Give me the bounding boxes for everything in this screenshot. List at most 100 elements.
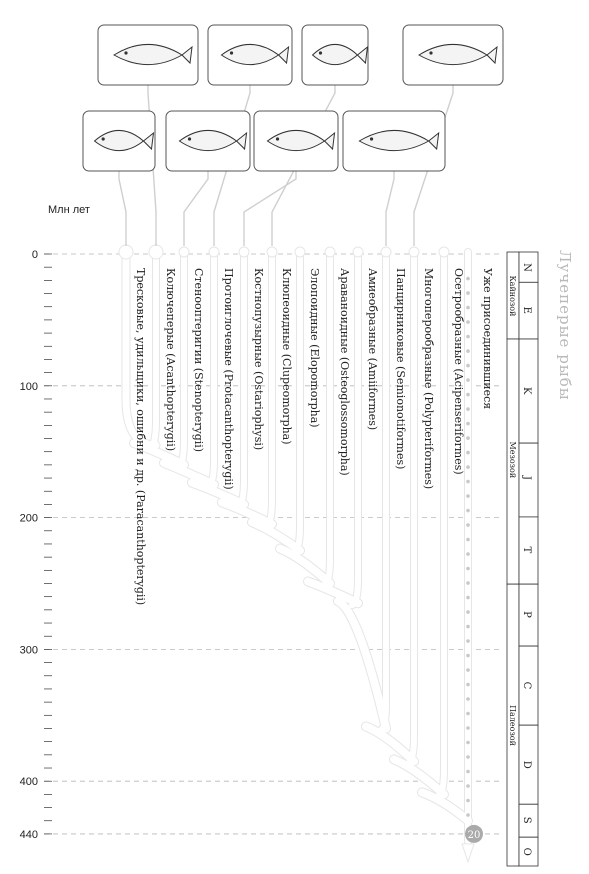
joined-dot — [466, 784, 470, 788]
tree-branch — [235, 476, 247, 510]
joined-dot — [466, 740, 470, 745]
tree-branch — [418, 788, 472, 825]
taxon-label: Колючеперые (Acanthopterygii) — [164, 268, 177, 451]
joined-label: Уже присоединившиеся — [481, 268, 494, 409]
taxon-label: Панцирниковые (Semionotiformes) — [394, 268, 407, 469]
tree-branch — [349, 575, 361, 609]
joined-dot — [466, 363, 470, 368]
lane-head — [294, 246, 306, 258]
period-label: T — [521, 547, 532, 554]
joined-dot — [466, 392, 470, 397]
icon-connector — [118, 171, 127, 246]
period-label: N — [521, 263, 532, 272]
flounder-icon — [82, 110, 156, 172]
period-label: P — [521, 611, 532, 618]
tree-branch — [321, 555, 333, 589]
tick-label: 100 — [20, 381, 38, 393]
tree-branch — [147, 417, 159, 451]
taxon-label: Араваноидные (Osteoglossomorpha) — [338, 268, 351, 476]
tree-branch — [362, 722, 418, 766]
joined-dot — [466, 479, 470, 484]
icon-connector — [243, 171, 297, 246]
taxon-label: Амиеобразные (Amiiformes) — [366, 268, 379, 430]
icon-connector — [385, 171, 395, 246]
tree-branch — [435, 766, 447, 800]
icon-connector — [183, 171, 209, 246]
pike-icon — [165, 110, 251, 172]
piranha-icon — [207, 24, 293, 86]
lane-head — [438, 246, 450, 258]
lane-head — [266, 246, 278, 258]
joined-dot — [466, 465, 470, 469]
joined-count: 20 — [468, 830, 481, 841]
joined-dot — [466, 552, 470, 556]
tree-branch — [175, 436, 187, 470]
tick-label: 200 — [20, 513, 38, 525]
taxon-label: Стенооптеригии (Stenopterygii) — [192, 268, 205, 452]
trout-icon — [97, 24, 199, 86]
joined-dot — [466, 349, 470, 353]
joined-dot — [466, 769, 470, 774]
joined-dot — [466, 653, 470, 658]
joined-dot — [466, 291, 470, 295]
joined-track: Уже присоединившиеся 20 — [465, 268, 494, 843]
period-label: S — [521, 817, 532, 824]
lane-head — [380, 246, 392, 258]
joined-dot — [466, 508, 470, 513]
moray-eel-icon — [301, 24, 369, 86]
era-label: Кайнозой — [508, 275, 517, 316]
lane-head — [148, 244, 164, 260]
joined-count-badge — [465, 824, 483, 843]
joined-dot — [466, 610, 470, 614]
lane-head — [408, 246, 420, 258]
geologic-timescale: Кайнозой Мезозой Палеозой N E K J T P C D S O — [506, 251, 539, 867]
joined-dot — [466, 450, 470, 455]
lane-head — [178, 246, 190, 258]
lane-head — [352, 246, 364, 258]
sturgeon-icon — [402, 24, 504, 86]
taxon-label: Костнопузырные (Ostariophysi) — [252, 268, 265, 450]
tick-label: 400 — [20, 776, 38, 788]
joined-dot — [466, 711, 470, 716]
tick-label: 300 — [20, 644, 38, 656]
tree-branch — [334, 597, 390, 733]
joined-dot — [466, 566, 470, 571]
tree-branch — [205, 456, 217, 490]
joined-dot — [466, 494, 470, 498]
lane-head — [324, 246, 336, 258]
tick-labels: 0 100 200 300 400 440 — [20, 249, 38, 841]
period-label: O — [521, 848, 532, 856]
joined-dot — [466, 595, 470, 600]
joined-dot — [466, 320, 470, 324]
period-label: K — [521, 387, 532, 395]
tick-label: 440 — [20, 829, 38, 841]
joined-dot — [466, 798, 470, 803]
taxon-label: Многоперообразные (Polypteriformes) — [422, 268, 435, 489]
taxon-labels: Тресковые, удильщики, ошибни и др. (Para… — [134, 268, 465, 605]
era-label: Палеозой — [508, 705, 517, 746]
phylogenetic-tree — [118, 244, 475, 864]
tree-branch — [291, 522, 303, 556]
joined-dot — [466, 537, 470, 542]
joined-dot — [466, 421, 470, 426]
tree-branch — [263, 496, 275, 530]
taxon-label: Тресковые, удильщики, ошибни и др. (Para… — [134, 268, 147, 605]
lane-head — [118, 244, 134, 260]
joined-dot — [466, 436, 470, 440]
joined-dot — [466, 378, 470, 382]
taxon-label: Клюпеоидные (Clupeomorpha) — [280, 268, 293, 445]
joined-dot — [466, 581, 470, 585]
period-label: E — [521, 307, 532, 314]
joined-dot — [466, 523, 470, 527]
joined-dot — [466, 334, 470, 339]
joined-dot — [466, 813, 470, 817]
taxon-label: Осетрообразные (Acipenseriformes) — [452, 268, 465, 475]
period-cell — [518, 836, 539, 867]
era-label: Мезозой — [508, 442, 517, 479]
fish-icons — [82, 24, 504, 172]
joined-dot — [466, 726, 470, 730]
period-label: J — [521, 475, 532, 480]
sidebar-title: Лучеперые рыбы — [556, 250, 574, 401]
minor-ticks — [44, 253, 52, 835]
